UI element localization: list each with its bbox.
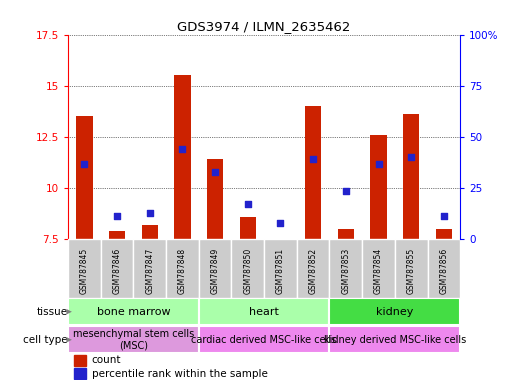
Text: GSM787856: GSM787856	[439, 248, 448, 294]
Point	[211, 169, 219, 175]
Bar	[240, 217, 256, 239]
Point	[374, 161, 383, 167]
Point	[244, 201, 252, 207]
Text: GSM787849: GSM787849	[211, 248, 220, 294]
FancyBboxPatch shape	[100, 239, 133, 298]
Text: cell type: cell type	[23, 335, 67, 345]
Bar	[174, 76, 190, 239]
FancyBboxPatch shape	[166, 239, 199, 298]
Text: bone marrow: bone marrow	[97, 307, 170, 317]
Point	[440, 213, 448, 219]
Bar	[76, 116, 93, 239]
FancyBboxPatch shape	[199, 298, 329, 325]
FancyBboxPatch shape	[231, 239, 264, 298]
FancyBboxPatch shape	[68, 326, 199, 353]
FancyBboxPatch shape	[329, 239, 362, 298]
Text: GSM787855: GSM787855	[407, 248, 416, 294]
Text: GSM787852: GSM787852	[309, 248, 317, 294]
Point	[276, 220, 285, 226]
Bar	[74, 355, 86, 366]
FancyBboxPatch shape	[329, 326, 460, 353]
FancyBboxPatch shape	[199, 326, 329, 353]
Text: GSM787850: GSM787850	[243, 248, 252, 294]
Point	[80, 161, 88, 167]
Bar	[305, 106, 321, 239]
FancyBboxPatch shape	[329, 298, 460, 325]
Text: GSM787854: GSM787854	[374, 248, 383, 294]
Bar	[403, 114, 419, 239]
Bar	[109, 231, 125, 239]
Point	[309, 156, 317, 162]
Text: cardiac derived MSC-like cells: cardiac derived MSC-like cells	[191, 335, 337, 345]
Text: GSM787845: GSM787845	[80, 248, 89, 294]
Text: mesenchymal stem cells
(MSC): mesenchymal stem cells (MSC)	[73, 329, 194, 351]
Bar	[142, 225, 158, 239]
Point	[113, 213, 121, 219]
FancyBboxPatch shape	[428, 239, 460, 298]
FancyBboxPatch shape	[133, 239, 166, 298]
Bar	[370, 135, 386, 239]
Bar	[436, 229, 452, 239]
Text: GSM787846: GSM787846	[112, 248, 121, 294]
Point	[407, 154, 415, 161]
Title: GDS3974 / ILMN_2635462: GDS3974 / ILMN_2635462	[177, 20, 351, 33]
Text: kidney: kidney	[376, 307, 414, 317]
Bar	[338, 229, 354, 239]
Bar	[207, 159, 223, 239]
Point	[178, 146, 187, 152]
FancyBboxPatch shape	[264, 239, 297, 298]
FancyBboxPatch shape	[395, 239, 428, 298]
Text: count: count	[92, 356, 121, 366]
FancyBboxPatch shape	[362, 239, 395, 298]
Bar	[74, 368, 86, 379]
Point	[145, 210, 154, 216]
Text: heart: heart	[249, 307, 279, 317]
FancyBboxPatch shape	[68, 298, 199, 325]
FancyBboxPatch shape	[68, 239, 100, 298]
Text: GSM787848: GSM787848	[178, 248, 187, 294]
FancyBboxPatch shape	[297, 239, 329, 298]
Text: GSM787851: GSM787851	[276, 248, 285, 294]
Text: kidney derived MSC-like cells: kidney derived MSC-like cells	[324, 335, 466, 345]
Text: percentile rank within the sample: percentile rank within the sample	[92, 369, 267, 379]
Text: GSM787847: GSM787847	[145, 248, 154, 294]
Text: GSM787853: GSM787853	[342, 248, 350, 294]
FancyBboxPatch shape	[199, 239, 231, 298]
Text: tissue: tissue	[37, 307, 67, 317]
Point	[342, 188, 350, 194]
